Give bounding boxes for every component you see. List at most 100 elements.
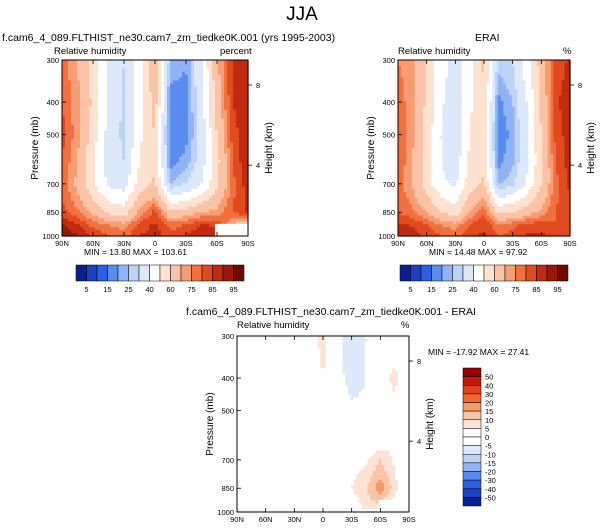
heatmap-cell <box>185 159 189 164</box>
heatmap-cell <box>197 74 201 79</box>
heatmap-cell <box>517 83 521 87</box>
heatmap-cell <box>65 133 69 137</box>
heatmap-cell <box>134 153 138 158</box>
heatmap-cell <box>137 86 141 90</box>
heatmap-cell <box>503 92 507 96</box>
heatmap-cell <box>185 171 189 175</box>
heatmap-cell <box>185 80 189 85</box>
heatmap-cell <box>428 74 432 79</box>
heatmap-cell <box>170 98 174 102</box>
heatmap-cell <box>503 112 507 117</box>
heatmap-cell <box>188 112 192 117</box>
heatmap-cell <box>173 203 177 208</box>
heatmap-cell <box>182 215 186 219</box>
heatmap-cell <box>531 77 535 82</box>
heatmap-cell <box>450 71 455 76</box>
heatmap-cell <box>209 60 213 64</box>
heatmap-cell <box>134 148 138 152</box>
heatmap-cell <box>242 121 246 126</box>
heatmap-cell <box>227 121 231 126</box>
heatmap-cell <box>453 95 457 99</box>
heatmap-cell <box>414 65 419 70</box>
heatmap-cell <box>122 148 126 152</box>
heatmap-cell <box>191 183 195 187</box>
heatmap-cell <box>113 104 117 108</box>
heatmap-cell <box>194 74 198 79</box>
heatmap-cell <box>86 142 90 146</box>
heatmap-cell <box>215 98 219 102</box>
heatmap-cell <box>511 86 516 90</box>
heatmap-cell <box>428 95 432 99</box>
heatmap-cell <box>62 133 66 137</box>
heatmap-cell <box>503 109 507 114</box>
heatmap-cell <box>119 159 123 164</box>
heatmap-cell <box>134 150 138 155</box>
heatmap-cell <box>83 89 87 93</box>
heatmap-cell <box>122 83 126 87</box>
heatmap-cell <box>230 60 234 64</box>
heatmap-cell <box>545 71 549 76</box>
heatmap-cell <box>197 165 201 170</box>
heatmap-cell <box>224 80 228 85</box>
heatmap-cell <box>191 118 195 123</box>
heatmap-cell <box>95 77 99 82</box>
heatmap-cell <box>497 98 502 102</box>
heatmap-cell <box>495 74 499 79</box>
heatmap-cell <box>495 112 499 117</box>
heatmap-cell <box>89 115 93 120</box>
heatmap-cell <box>122 200 126 205</box>
heatmap-cell <box>453 92 457 96</box>
heatmap-cell <box>197 209 201 214</box>
heatmap-cell <box>80 153 84 158</box>
heatmap-cell <box>164 65 168 70</box>
heatmap-cell <box>197 224 201 228</box>
heatmap-cell <box>143 197 147 202</box>
heatmap-cell <box>77 209 81 214</box>
heatmap-cell <box>511 112 516 117</box>
heatmap-cell <box>489 95 493 99</box>
heatmap-cell <box>128 77 132 82</box>
heatmap-cell <box>179 142 183 146</box>
heatmap-cell <box>236 186 240 190</box>
heatmap-cell <box>98 145 102 149</box>
heatmap-cell <box>209 142 213 146</box>
heatmap-cell <box>89 89 93 93</box>
heatmap-cell <box>164 150 168 155</box>
heatmap-cell <box>456 86 460 90</box>
heatmap-cell <box>545 112 549 117</box>
heatmap-cell <box>101 221 105 225</box>
heatmap-cell <box>116 174 120 178</box>
heatmap-cell <box>140 139 144 143</box>
heatmap-cell <box>442 95 446 99</box>
heatmap-cell <box>125 62 129 67</box>
heatmap-cell <box>128 62 132 67</box>
heatmap-cell <box>464 71 468 76</box>
heatmap-cell <box>158 221 162 225</box>
heatmap-cell <box>104 227 108 231</box>
heatmap-cell <box>215 65 219 70</box>
heatmap-cell <box>71 133 75 137</box>
heatmap-cell <box>209 62 213 67</box>
heatmap-cell <box>143 215 147 219</box>
heatmap-cell <box>107 218 111 222</box>
heatmap-cell <box>447 65 452 70</box>
heatmap-cell <box>161 74 165 79</box>
heatmap-cell <box>206 209 210 214</box>
heatmap-cell <box>77 221 81 225</box>
heatmap-cell <box>197 221 201 225</box>
heatmap-cell <box>230 133 234 137</box>
heatmap-cell <box>167 62 171 67</box>
heatmap-cell <box>185 71 189 76</box>
heatmap-cell <box>398 86 402 90</box>
heatmap-cell <box>436 89 441 93</box>
heatmap-cell <box>245 71 249 76</box>
heatmap-cell <box>170 86 174 90</box>
heatmap-cell <box>209 230 213 234</box>
heatmap-cell <box>197 95 201 99</box>
heatmap-cell <box>233 180 237 184</box>
heatmap-cell <box>414 106 419 111</box>
heatmap-cell <box>459 80 463 85</box>
heatmap-cell <box>417 89 421 93</box>
heatmap-cell <box>531 65 535 70</box>
heatmap-cell <box>107 109 111 114</box>
